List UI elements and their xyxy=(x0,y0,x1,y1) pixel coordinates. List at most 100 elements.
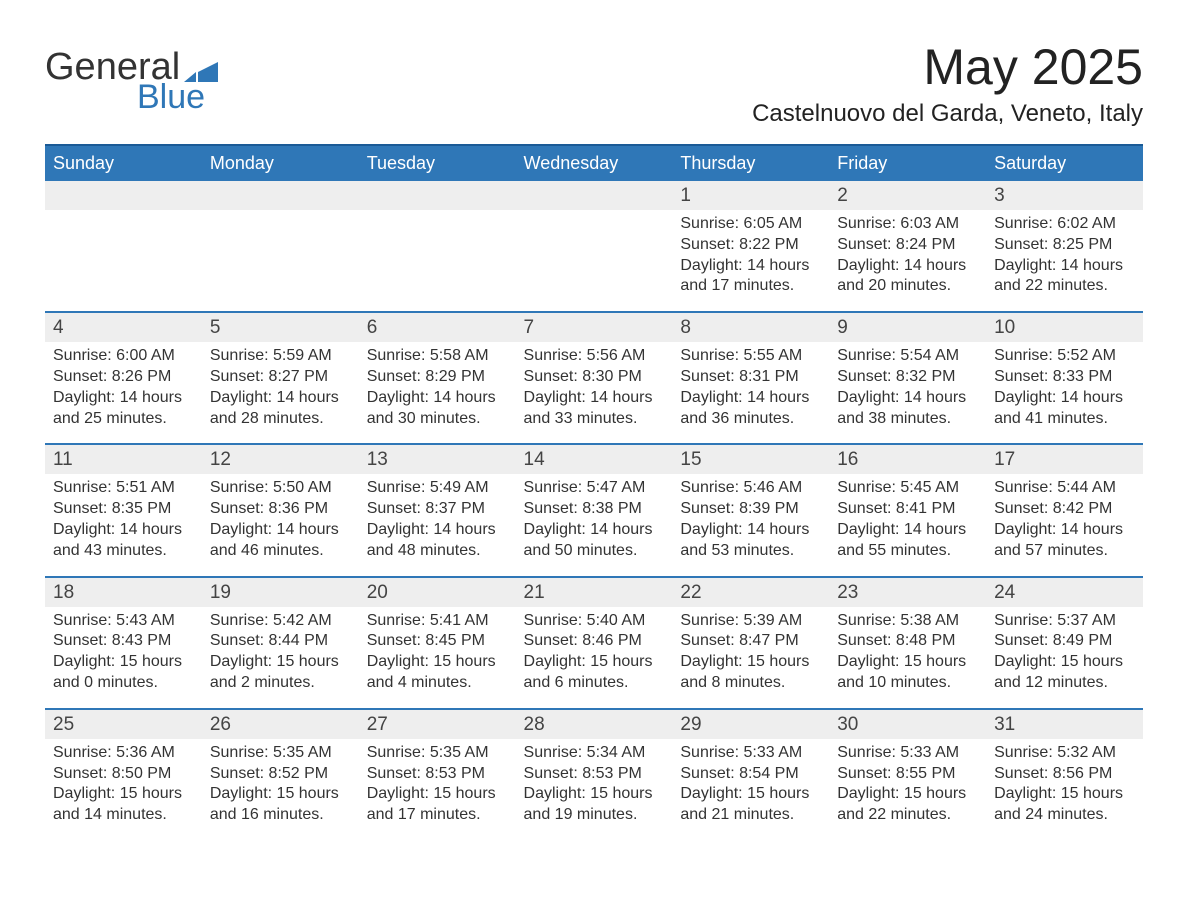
day-number: 11 xyxy=(45,443,202,474)
day-info: Sunrise: 5:59 AMSunset: 8:27 PMDaylight:… xyxy=(202,342,359,429)
day-info: Sunrise: 5:45 AMSunset: 8:41 PMDaylight:… xyxy=(829,474,986,561)
sunrise-text: Sunrise: 5:59 AM xyxy=(210,346,351,367)
day-number: 12 xyxy=(202,443,359,474)
calendar-cell xyxy=(202,181,359,311)
day-info: Sunrise: 6:03 AMSunset: 8:24 PMDaylight:… xyxy=(829,210,986,297)
day-number: 16 xyxy=(829,443,986,474)
sunrise-text: Sunrise: 5:39 AM xyxy=(680,611,821,632)
calendar-cell: 6Sunrise: 5:58 AMSunset: 8:29 PMDaylight… xyxy=(359,311,516,443)
daylight-text: Daylight: 15 hours and 2 minutes. xyxy=(210,652,351,694)
day-number: 18 xyxy=(45,576,202,607)
sunset-text: Sunset: 8:55 PM xyxy=(837,764,978,785)
calendar-cell: 18Sunrise: 5:43 AMSunset: 8:43 PMDayligh… xyxy=(45,576,202,708)
day-info: Sunrise: 5:38 AMSunset: 8:48 PMDaylight:… xyxy=(829,607,986,694)
day-number xyxy=(202,181,359,210)
day-info: Sunrise: 5:44 AMSunset: 8:42 PMDaylight:… xyxy=(986,474,1143,561)
sunrise-text: Sunrise: 5:44 AM xyxy=(994,478,1135,499)
sunrise-text: Sunrise: 5:36 AM xyxy=(53,743,194,764)
day-number: 28 xyxy=(516,708,673,739)
sunset-text: Sunset: 8:48 PM xyxy=(837,631,978,652)
day-number: 1 xyxy=(672,181,829,210)
day-number: 2 xyxy=(829,181,986,210)
day-number: 27 xyxy=(359,708,516,739)
title-block: May 2025 Castelnuovo del Garda, Veneto, … xyxy=(752,30,1143,138)
day-number: 24 xyxy=(986,576,1143,607)
day-number: 15 xyxy=(672,443,829,474)
day-info: Sunrise: 6:05 AMSunset: 8:22 PMDaylight:… xyxy=(672,210,829,297)
sunset-text: Sunset: 8:35 PM xyxy=(53,499,194,520)
daylight-text: Daylight: 15 hours and 4 minutes. xyxy=(367,652,508,694)
sunset-text: Sunset: 8:49 PM xyxy=(994,631,1135,652)
calendar-cell: 10Sunrise: 5:52 AMSunset: 8:33 PMDayligh… xyxy=(986,311,1143,443)
sunset-text: Sunset: 8:29 PM xyxy=(367,367,508,388)
calendar-cell: 31Sunrise: 5:32 AMSunset: 8:56 PMDayligh… xyxy=(986,708,1143,840)
sunset-text: Sunset: 8:33 PM xyxy=(994,367,1135,388)
day-number xyxy=(45,181,202,210)
daylight-text: Daylight: 15 hours and 10 minutes. xyxy=(837,652,978,694)
page-header: General Blue May 2025 Castelnuovo del Ga… xyxy=(45,30,1143,138)
calendar-cell xyxy=(45,181,202,311)
sunset-text: Sunset: 8:44 PM xyxy=(210,631,351,652)
day-number: 20 xyxy=(359,576,516,607)
weekday-header: Monday xyxy=(202,145,359,181)
sunset-text: Sunset: 8:36 PM xyxy=(210,499,351,520)
calendar-cell: 13Sunrise: 5:49 AMSunset: 8:37 PMDayligh… xyxy=(359,443,516,575)
weekday-header: Sunday xyxy=(45,145,202,181)
sunrise-text: Sunrise: 5:35 AM xyxy=(210,743,351,764)
daylight-text: Daylight: 14 hours and 38 minutes. xyxy=(837,388,978,430)
daylight-text: Daylight: 15 hours and 21 minutes. xyxy=(680,784,821,826)
day-number xyxy=(516,181,673,210)
sunset-text: Sunset: 8:53 PM xyxy=(367,764,508,785)
daylight-text: Daylight: 15 hours and 19 minutes. xyxy=(524,784,665,826)
sunset-text: Sunset: 8:45 PM xyxy=(367,631,508,652)
day-info: Sunrise: 5:34 AMSunset: 8:53 PMDaylight:… xyxy=(516,739,673,826)
sunrise-text: Sunrise: 6:05 AM xyxy=(680,214,821,235)
calendar-cell: 27Sunrise: 5:35 AMSunset: 8:53 PMDayligh… xyxy=(359,708,516,840)
day-number: 25 xyxy=(45,708,202,739)
calendar-cell: 5Sunrise: 5:59 AMSunset: 8:27 PMDaylight… xyxy=(202,311,359,443)
sunset-text: Sunset: 8:54 PM xyxy=(680,764,821,785)
sunrise-text: Sunrise: 6:02 AM xyxy=(994,214,1135,235)
weekday-header: Friday xyxy=(829,145,986,181)
sunset-text: Sunset: 8:47 PM xyxy=(680,631,821,652)
sunset-text: Sunset: 8:46 PM xyxy=(524,631,665,652)
sunrise-text: Sunrise: 6:00 AM xyxy=(53,346,194,367)
calendar-cell: 25Sunrise: 5:36 AMSunset: 8:50 PMDayligh… xyxy=(45,708,202,840)
day-number: 13 xyxy=(359,443,516,474)
day-number: 30 xyxy=(829,708,986,739)
day-info: Sunrise: 5:42 AMSunset: 8:44 PMDaylight:… xyxy=(202,607,359,694)
calendar-cell: 28Sunrise: 5:34 AMSunset: 8:53 PMDayligh… xyxy=(516,708,673,840)
calendar-week-row: 25Sunrise: 5:36 AMSunset: 8:50 PMDayligh… xyxy=(45,708,1143,840)
day-info: Sunrise: 5:51 AMSunset: 8:35 PMDaylight:… xyxy=(45,474,202,561)
calendar-cell: 14Sunrise: 5:47 AMSunset: 8:38 PMDayligh… xyxy=(516,443,673,575)
calendar-cell: 3Sunrise: 6:02 AMSunset: 8:25 PMDaylight… xyxy=(986,181,1143,311)
daylight-text: Daylight: 14 hours and 57 minutes. xyxy=(994,520,1135,562)
sunrise-text: Sunrise: 5:50 AM xyxy=(210,478,351,499)
daylight-text: Daylight: 14 hours and 30 minutes. xyxy=(367,388,508,430)
calendar-cell: 9Sunrise: 5:54 AMSunset: 8:32 PMDaylight… xyxy=(829,311,986,443)
day-number: 31 xyxy=(986,708,1143,739)
calendar-cell: 23Sunrise: 5:38 AMSunset: 8:48 PMDayligh… xyxy=(829,576,986,708)
day-info: Sunrise: 5:41 AMSunset: 8:45 PMDaylight:… xyxy=(359,607,516,694)
day-number: 21 xyxy=(516,576,673,607)
sunrise-text: Sunrise: 5:49 AM xyxy=(367,478,508,499)
daylight-text: Daylight: 15 hours and 0 minutes. xyxy=(53,652,194,694)
sunset-text: Sunset: 8:32 PM xyxy=(837,367,978,388)
sunrise-text: Sunrise: 5:35 AM xyxy=(367,743,508,764)
day-info: Sunrise: 6:02 AMSunset: 8:25 PMDaylight:… xyxy=(986,210,1143,297)
month-heading: May 2025 xyxy=(752,38,1143,96)
calendar-cell: 26Sunrise: 5:35 AMSunset: 8:52 PMDayligh… xyxy=(202,708,359,840)
sunset-text: Sunset: 8:56 PM xyxy=(994,764,1135,785)
sunrise-text: Sunrise: 6:03 AM xyxy=(837,214,978,235)
sunrise-text: Sunrise: 5:33 AM xyxy=(680,743,821,764)
calendar-cell xyxy=(516,181,673,311)
sunrise-text: Sunrise: 5:47 AM xyxy=(524,478,665,499)
day-info: Sunrise: 5:32 AMSunset: 8:56 PMDaylight:… xyxy=(986,739,1143,826)
calendar-week-row: 11Sunrise: 5:51 AMSunset: 8:35 PMDayligh… xyxy=(45,443,1143,575)
daylight-text: Daylight: 15 hours and 8 minutes. xyxy=(680,652,821,694)
day-info: Sunrise: 5:58 AMSunset: 8:29 PMDaylight:… xyxy=(359,342,516,429)
daylight-text: Daylight: 15 hours and 24 minutes. xyxy=(994,784,1135,826)
sunrise-text: Sunrise: 5:52 AM xyxy=(994,346,1135,367)
sunset-text: Sunset: 8:53 PM xyxy=(524,764,665,785)
sunrise-text: Sunrise: 5:43 AM xyxy=(53,611,194,632)
